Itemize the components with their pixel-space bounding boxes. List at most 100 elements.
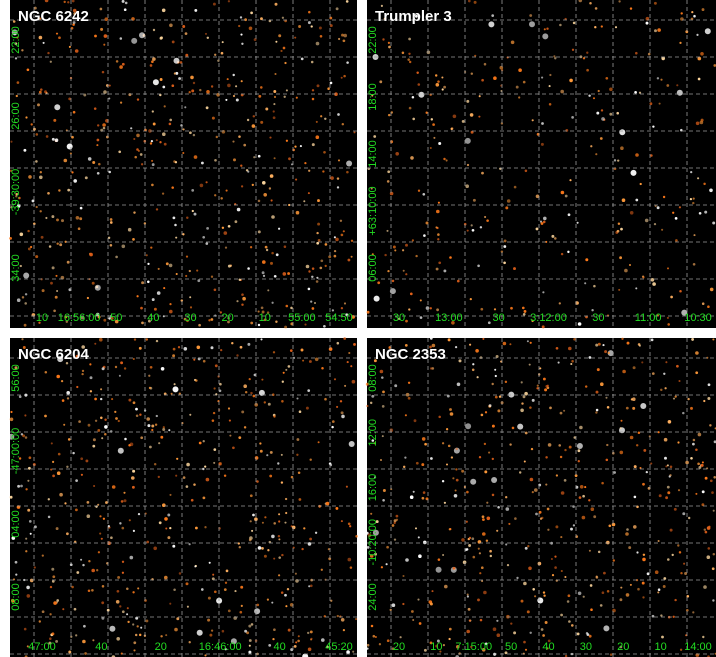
star bbox=[146, 417, 150, 421]
star bbox=[692, 202, 694, 204]
star bbox=[40, 88, 43, 91]
star bbox=[577, 222, 579, 224]
star bbox=[559, 302, 561, 304]
star bbox=[410, 293, 413, 296]
star bbox=[51, 215, 54, 218]
star bbox=[189, 270, 191, 272]
star bbox=[690, 198, 692, 200]
star bbox=[402, 52, 405, 55]
star bbox=[286, 89, 288, 91]
x-tick-label: 16:46:00 bbox=[199, 641, 242, 653]
star bbox=[690, 407, 693, 410]
star bbox=[392, 524, 395, 527]
star bbox=[634, 465, 637, 468]
star bbox=[543, 591, 545, 593]
star bbox=[483, 591, 487, 595]
star bbox=[695, 351, 699, 355]
star bbox=[473, 556, 476, 559]
star bbox=[128, 399, 131, 402]
star bbox=[518, 68, 522, 72]
star bbox=[337, 186, 339, 188]
star bbox=[322, 170, 324, 172]
star bbox=[637, 588, 640, 591]
star bbox=[40, 210, 42, 212]
x-tick-label: 20 bbox=[155, 641, 167, 653]
star bbox=[251, 623, 254, 626]
star bbox=[54, 104, 60, 110]
star bbox=[241, 410, 244, 413]
star bbox=[646, 471, 648, 473]
star bbox=[169, 303, 171, 305]
star bbox=[578, 460, 580, 462]
star bbox=[162, 428, 165, 431]
star bbox=[124, 8, 127, 11]
star bbox=[586, 632, 588, 634]
star bbox=[56, 218, 59, 221]
star bbox=[419, 622, 422, 625]
star bbox=[485, 411, 487, 413]
star bbox=[497, 633, 501, 637]
star bbox=[467, 230, 469, 232]
star bbox=[311, 25, 313, 27]
star bbox=[705, 28, 711, 34]
star bbox=[332, 420, 335, 423]
star bbox=[657, 591, 659, 593]
star bbox=[36, 206, 38, 208]
star bbox=[691, 338, 694, 341]
star bbox=[444, 502, 446, 504]
star bbox=[211, 346, 214, 349]
star bbox=[150, 366, 153, 369]
star bbox=[139, 347, 142, 350]
star bbox=[642, 582, 645, 585]
star bbox=[131, 476, 135, 480]
star bbox=[573, 338, 576, 341]
star bbox=[224, 588, 227, 591]
star bbox=[282, 17, 284, 19]
star bbox=[189, 543, 191, 545]
star bbox=[317, 84, 320, 87]
star bbox=[522, 307, 525, 310]
star bbox=[472, 363, 474, 365]
star bbox=[135, 634, 137, 636]
star bbox=[154, 308, 157, 311]
star bbox=[341, 77, 343, 79]
star bbox=[382, 499, 385, 502]
star bbox=[411, 610, 414, 613]
star bbox=[489, 550, 492, 553]
star bbox=[248, 625, 251, 628]
star bbox=[227, 78, 229, 80]
star bbox=[167, 536, 170, 539]
star bbox=[258, 95, 261, 98]
star bbox=[150, 246, 152, 248]
star bbox=[261, 379, 263, 381]
star bbox=[162, 192, 164, 194]
star bbox=[479, 456, 481, 458]
star bbox=[709, 189, 713, 193]
star bbox=[589, 635, 592, 638]
star bbox=[208, 319, 210, 321]
star bbox=[283, 47, 286, 50]
star bbox=[73, 179, 77, 183]
star bbox=[636, 444, 638, 446]
star bbox=[577, 632, 580, 635]
star bbox=[240, 586, 243, 589]
star bbox=[698, 78, 701, 81]
panel-title: NGC 6204 bbox=[18, 346, 90, 363]
star bbox=[260, 121, 263, 124]
star bbox=[298, 635, 300, 637]
star bbox=[340, 400, 342, 402]
star bbox=[219, 383, 222, 386]
star bbox=[705, 531, 708, 534]
star bbox=[312, 98, 315, 101]
star bbox=[301, 349, 304, 352]
star bbox=[552, 574, 554, 576]
star bbox=[222, 130, 226, 134]
x-tick-label: 16:56:00 bbox=[58, 312, 101, 324]
star bbox=[197, 346, 201, 350]
star bbox=[642, 483, 645, 486]
star bbox=[101, 538, 103, 540]
star bbox=[700, 52, 704, 56]
star bbox=[430, 307, 432, 309]
star bbox=[320, 115, 322, 117]
star bbox=[197, 279, 200, 282]
